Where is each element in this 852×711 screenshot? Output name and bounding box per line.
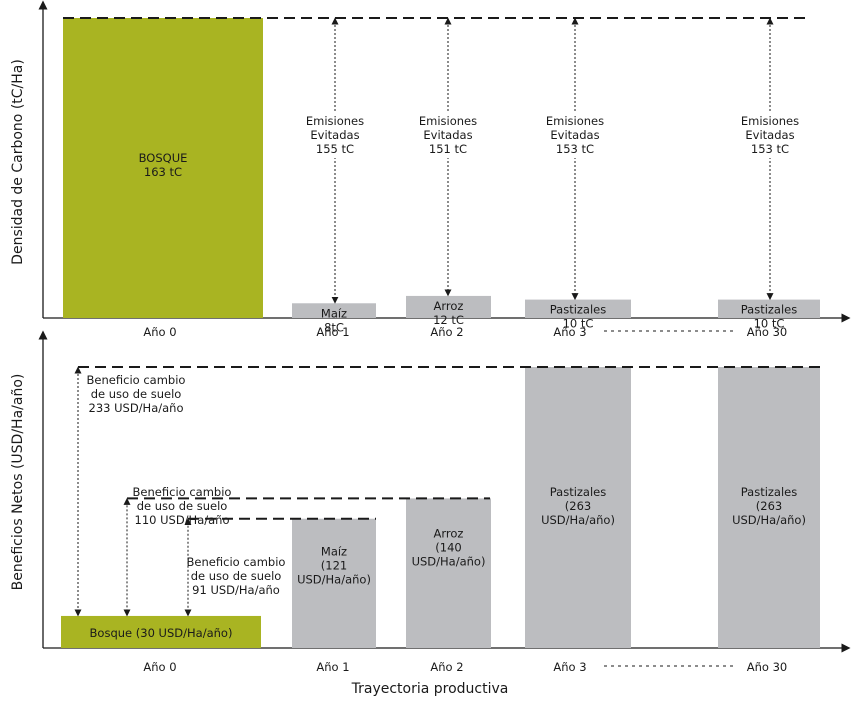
y-axis-title: Densidad de Carbono (tC/Ha) xyxy=(10,59,26,265)
annotation-text: Evitadas xyxy=(310,128,359,142)
bar-label: Maíz xyxy=(321,545,347,559)
annotation-text: Evitadas xyxy=(550,128,599,142)
bar-label: USD/Ha/año) xyxy=(732,513,806,527)
annotation-text: 233 USD/Ha/año xyxy=(89,401,184,415)
annotation-text: de uso de suelo xyxy=(91,387,182,401)
bar-label: USD/Ha/año) xyxy=(541,513,615,527)
bar-label: USD/Ha/año) xyxy=(412,554,486,568)
bar-label: (121 xyxy=(321,559,347,573)
annotation-text: Beneficio cambio xyxy=(133,485,232,499)
bar-label: (140 xyxy=(435,540,461,554)
annotation-text: Emisiones xyxy=(741,114,799,128)
annotation-text: 153 tC xyxy=(751,142,789,156)
bar xyxy=(61,615,261,648)
bar xyxy=(63,18,263,318)
bar-label: Maíz xyxy=(321,306,347,320)
bar-label: 12 tC xyxy=(433,313,464,327)
bar-label: Pastizales xyxy=(550,485,607,499)
annotation-text: Beneficio cambio xyxy=(187,555,286,569)
net-benefits-chart: Beneficios Netos (USD/Ha/año) Bosque (30 … xyxy=(10,330,851,674)
tick-label: Año 3 xyxy=(553,325,586,339)
annotation-background xyxy=(301,112,369,158)
bar-label: Pastizales xyxy=(741,303,798,317)
bar-label: Pastizales xyxy=(741,485,798,499)
annotation-text: 153 tC xyxy=(556,142,594,156)
annotation-background xyxy=(541,112,609,158)
annotation-text: 155 tC xyxy=(316,142,354,156)
bar-label: (263 xyxy=(756,499,782,513)
bar-label: 8tC xyxy=(324,320,344,334)
bar-label: Bosque (30 USD/Ha/año) xyxy=(90,626,233,640)
tick-label: Año 1 xyxy=(316,660,349,674)
tick-label: Año 2 xyxy=(430,660,463,674)
bar-label: Pastizales xyxy=(550,303,607,317)
tick-label: Año 2 xyxy=(430,325,463,339)
bar-label: USD/Ha/año) xyxy=(297,573,371,587)
annotation-text: Beneficio cambio xyxy=(87,373,186,387)
tick-label: Año 0 xyxy=(143,325,176,339)
bar xyxy=(406,295,491,318)
annotation-background xyxy=(414,112,482,158)
tick-label: Año 30 xyxy=(747,325,787,339)
bar-label: Arroz xyxy=(434,526,464,540)
bar xyxy=(718,367,820,648)
bar-label: 163 tC xyxy=(144,165,182,179)
bar-label: 10 tC xyxy=(563,317,594,331)
bar xyxy=(292,303,376,318)
x-axis-title: Trayectoria productiva xyxy=(351,681,509,697)
annotation-text: 91 USD/Ha/año xyxy=(192,583,280,597)
annotation-text: de uso de suelo xyxy=(191,569,282,583)
annotation-text: Evitadas xyxy=(423,128,472,142)
bar-label: (263 xyxy=(565,499,591,513)
y-axis-title: Beneficios Netos (USD/Ha/año) xyxy=(10,374,26,591)
annotation-text: Emisiones xyxy=(306,114,364,128)
tick-label: Año 1 xyxy=(316,325,349,339)
annotation-text: Emisiones xyxy=(546,114,604,128)
bar xyxy=(406,498,491,648)
annotation-text: de uso de suelo xyxy=(137,499,228,513)
annotation-text: Emisiones xyxy=(419,114,477,128)
bar xyxy=(292,518,376,648)
annotation-text: Evitadas xyxy=(745,128,794,142)
bar-label: 10 tC xyxy=(754,317,785,331)
tick-label: Año 3 xyxy=(553,660,586,674)
annotation-text: 110 USD/Ha/año xyxy=(135,513,230,527)
bar xyxy=(525,367,631,648)
bar xyxy=(718,299,820,318)
tick-label: Año 0 xyxy=(143,660,176,674)
annotation-text: 151 tC xyxy=(429,142,467,156)
annotation-background xyxy=(736,112,804,158)
bar-label: Arroz xyxy=(434,299,464,313)
bar xyxy=(525,299,631,318)
bar-label: BOSQUE xyxy=(139,151,188,165)
tick-label: Año 30 xyxy=(747,660,787,674)
